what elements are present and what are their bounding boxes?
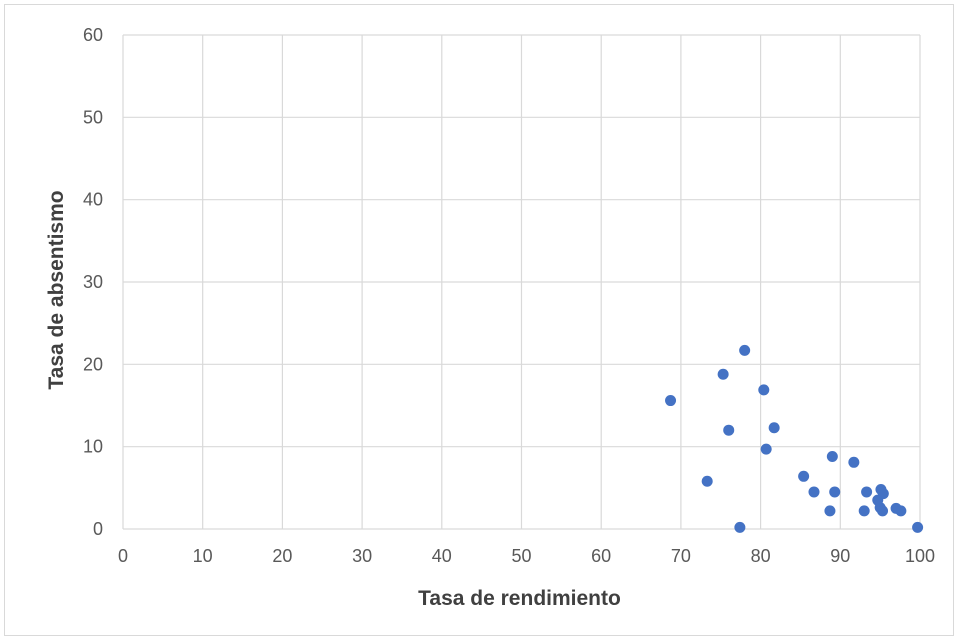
data-point	[861, 486, 873, 498]
data-point	[665, 395, 677, 407]
x-tick-label: 90	[830, 546, 850, 566]
x-tick-label: 50	[511, 546, 531, 566]
data-point	[723, 424, 735, 436]
x-tick-label: 80	[751, 546, 771, 566]
y-tick-label: 20	[83, 354, 103, 374]
data-point	[701, 475, 713, 487]
data-point	[808, 486, 820, 498]
data-point	[826, 451, 838, 463]
data-point	[877, 488, 889, 500]
data-point	[734, 521, 746, 533]
x-axis-title: Tasa de rendimiento	[418, 587, 621, 610]
x-tick-label: 30	[352, 546, 372, 566]
data-point	[739, 344, 751, 356]
y-tick-label: 10	[83, 437, 103, 457]
y-tick-label: 30	[83, 272, 103, 292]
scatter-chart: 0 10 20 30 40 50 60 0 10 20 30 40 50 60 70 80 90 100 Tas…	[45, 25, 935, 610]
chart-area: 0 10 20 30 40 50 60 0 10 20 30 40 50 60 70 80 90 100 Tas…	[4, 4, 954, 636]
data-point	[895, 505, 907, 517]
data-point	[829, 486, 841, 498]
x-tick-label: 0	[118, 546, 128, 566]
y-tick-label: 50	[83, 107, 103, 127]
gridlines	[122, 34, 921, 530]
data-point	[717, 368, 729, 380]
y-tick-label: 40	[83, 190, 103, 210]
data-point	[768, 422, 780, 434]
x-tick-label: 70	[671, 546, 691, 566]
data-point	[824, 505, 836, 517]
y-tick-label: 0	[93, 519, 103, 539]
y-axis-title: Tasa de absentismo	[45, 190, 68, 389]
x-tick-label: 20	[272, 546, 292, 566]
x-tick-label: 40	[432, 546, 452, 566]
data-point	[798, 470, 810, 482]
data-point	[760, 443, 772, 455]
x-tick-label: 10	[193, 546, 213, 566]
y-axis-ticks: 0 10 20 30 40 50 60	[83, 25, 103, 539]
data-point	[758, 384, 770, 396]
x-tick-label: 60	[591, 546, 611, 566]
data-point	[858, 505, 870, 517]
data-point	[848, 456, 860, 468]
x-axis-ticks: 0 10 20 30 40 50 60 70 80 90 100	[118, 546, 935, 566]
data-point	[912, 521, 924, 533]
x-tick-label: 100	[905, 546, 935, 566]
data-point	[877, 505, 889, 517]
data-points	[665, 344, 924, 533]
y-tick-label: 60	[83, 25, 103, 45]
